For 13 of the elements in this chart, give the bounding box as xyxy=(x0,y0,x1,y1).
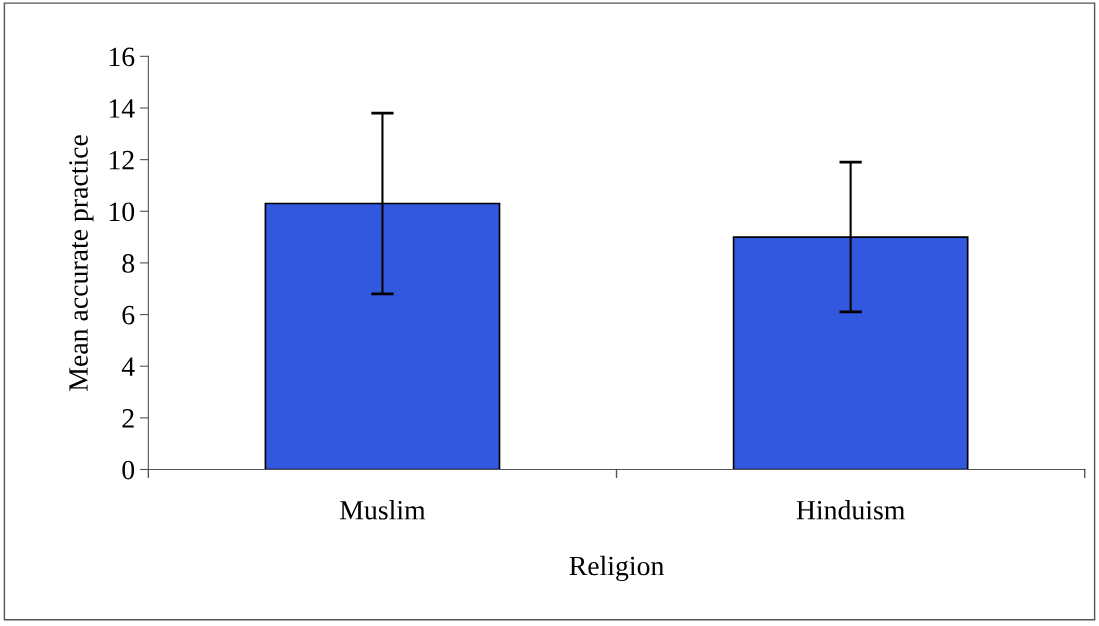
y-tick-label: 14 xyxy=(109,99,135,118)
y-tick-label: 12 xyxy=(109,150,134,170)
y-tick-label: 8 xyxy=(122,254,135,273)
y-tick-label: 0 xyxy=(122,460,135,480)
y-tick-label: 16 xyxy=(109,47,135,67)
y-tick-label: 2 xyxy=(122,409,134,428)
x-axis-title: Religion xyxy=(569,555,664,582)
x-tick-label: Hinduism xyxy=(796,500,905,520)
y-tick-label: 10 xyxy=(109,202,135,222)
y-axis-title: Mean accurate practice xyxy=(69,135,94,391)
x-tick-label: Muslim xyxy=(340,500,426,520)
y-tick-label: 4 xyxy=(121,357,135,376)
y-tick-label: 6 xyxy=(122,305,135,325)
